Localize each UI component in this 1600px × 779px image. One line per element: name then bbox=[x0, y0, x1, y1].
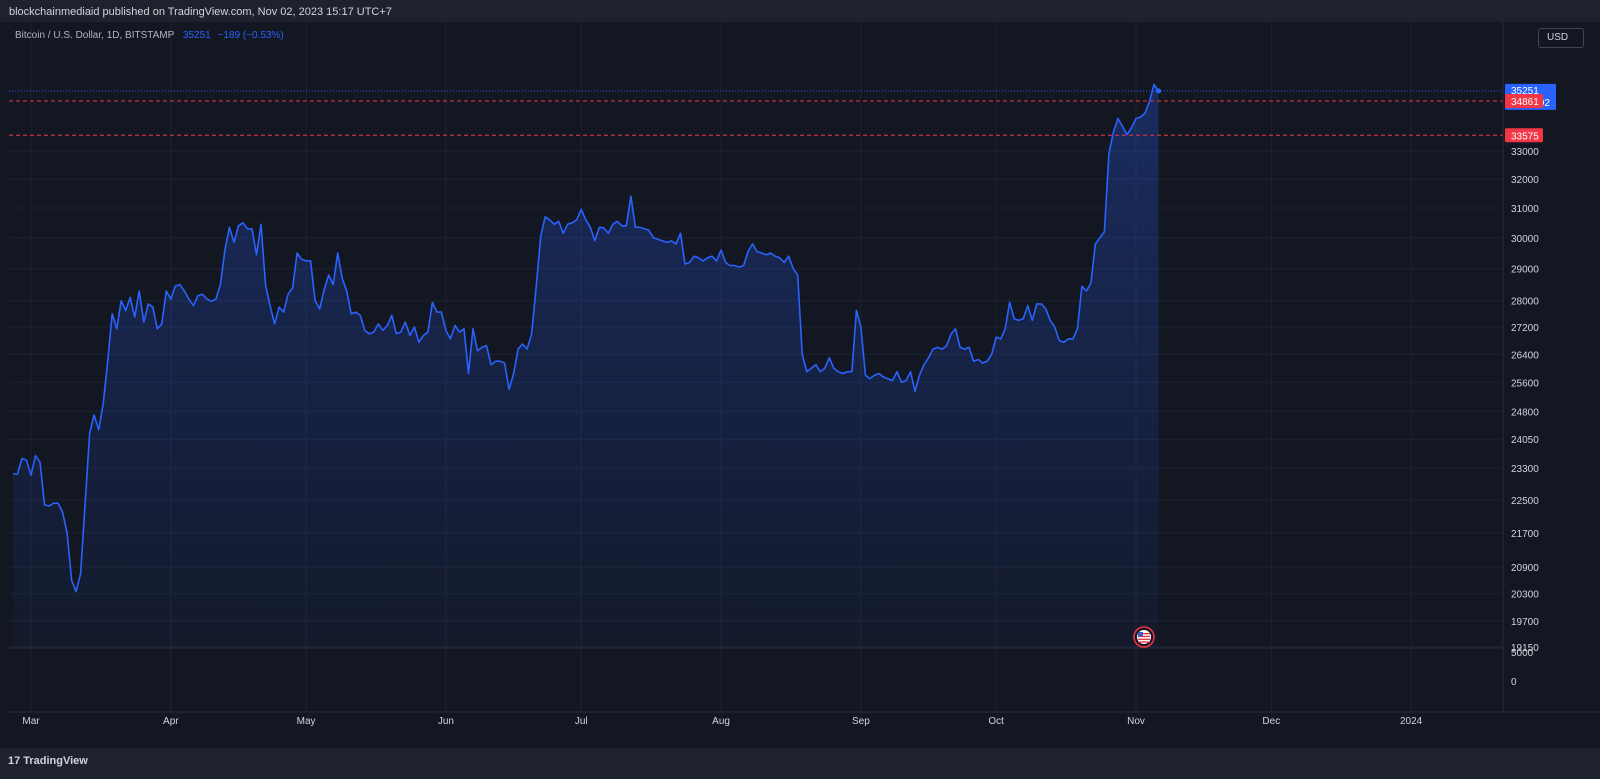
chart-area[interactable]: 19150 19700 20300 20900 21700 22500 23300 24050… bbox=[0, 22, 1600, 748]
level-price-label: 33575 bbox=[1505, 128, 1543, 143]
y-axis-tick-label: 31000 bbox=[1511, 204, 1539, 215]
y-axis-tick-label: 30000 bbox=[1511, 234, 1539, 245]
y-axis-tick-label: 19700 bbox=[1511, 617, 1539, 628]
y-axis-tick-label: 19150 bbox=[1511, 643, 1539, 654]
volume-axis-tick-label: 5000 bbox=[1511, 648, 1534, 659]
x-axis-tick-label: Nov bbox=[1127, 716, 1145, 727]
level-price-value: 34861 bbox=[1511, 97, 1539, 108]
x-axis-tick-label: Jun bbox=[438, 716, 454, 727]
x-axis-tick-label: Jul bbox=[575, 716, 588, 727]
current-price-value: 35251 bbox=[1511, 86, 1539, 97]
y-axis-tick-label: 24050 bbox=[1511, 435, 1539, 446]
legend-symbol: Bitcoin / U.S. Dollar, 1D, BITSTAMP bbox=[15, 30, 175, 41]
us-flag-icon[interactable] bbox=[1133, 626, 1155, 648]
y-axis-tick-label: 27200 bbox=[1511, 323, 1539, 334]
y-axis-tick-label: 32000 bbox=[1511, 175, 1539, 186]
legend-last-value: 35251 bbox=[182, 30, 211, 41]
x-axis-tick-label: 2024 bbox=[1400, 716, 1423, 727]
y-axis-tick-label: 20900 bbox=[1511, 563, 1539, 574]
y-axis-tick-label: 20300 bbox=[1511, 590, 1539, 601]
y-axis-tick-label: 23300 bbox=[1511, 464, 1539, 475]
y-axis-tick-label: 28000 bbox=[1511, 297, 1539, 308]
level-price-label: 34861 bbox=[1505, 94, 1543, 109]
price-area-fill bbox=[13, 84, 1159, 648]
y-axis-tick-label: 21700 bbox=[1511, 529, 1539, 540]
y-axis-tick-label: 24800 bbox=[1511, 407, 1539, 418]
tradingview-logo[interactable]: 17 TradingView bbox=[8, 755, 88, 767]
tradingview-logo-text: TradingView bbox=[23, 755, 88, 767]
symbol-legend: Bitcoin / U.S. Dollar, 1D, BITSTAMP 3525… bbox=[15, 30, 284, 41]
y-axis-tick-label: 29000 bbox=[1511, 265, 1539, 276]
y-axis-tick-label: 22500 bbox=[1511, 496, 1539, 507]
x-axis-tick-label: Sep bbox=[852, 716, 870, 727]
tradingview-logo-icon: 17 bbox=[8, 755, 21, 767]
x-axis-tick-label: Aug bbox=[712, 716, 730, 727]
y-axis-tick-label: 33000 bbox=[1511, 147, 1539, 158]
published-caption: blockchainmediaid published on TradingVi… bbox=[9, 6, 392, 18]
x-axis-tick-label: Mar bbox=[22, 716, 40, 727]
legend-change: −189 (−0.53%) bbox=[217, 30, 284, 41]
price-line[interactable] bbox=[13, 83, 1160, 593]
y-axis-tick-label: 25600 bbox=[1511, 378, 1539, 389]
x-axis-tick-label: Dec bbox=[1262, 716, 1280, 727]
x-axis-tick-label: Oct bbox=[988, 716, 1004, 727]
x-axis-tick-label: Apr bbox=[163, 716, 179, 727]
volume-axis-tick-label: 0 bbox=[1511, 677, 1517, 688]
x-axis-tick-label: May bbox=[297, 716, 316, 727]
y-axis-tick-label: 26400 bbox=[1511, 350, 1539, 361]
level-price-value: 33575 bbox=[1511, 131, 1539, 142]
currency-button[interactable]: USD bbox=[1538, 28, 1584, 48]
price-chart[interactable]: 19150 19700 20300 20900 21700 22500 23300 24050… bbox=[0, 22, 1600, 748]
